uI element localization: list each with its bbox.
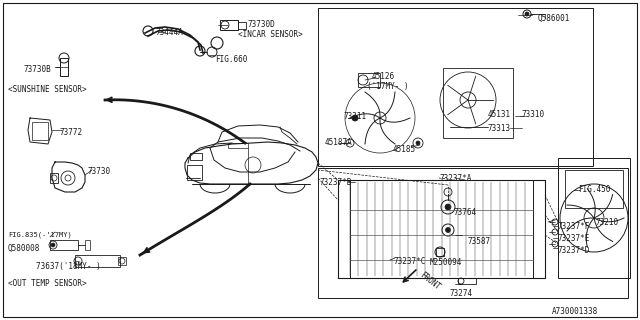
Text: 73274: 73274 bbox=[450, 289, 473, 298]
Text: FIG.450: FIG.450 bbox=[578, 185, 611, 194]
Text: 45187A: 45187A bbox=[325, 138, 353, 147]
Circle shape bbox=[445, 204, 451, 210]
Bar bbox=[318, 168, 628, 298]
Text: 45131: 45131 bbox=[488, 110, 511, 119]
Bar bbox=[75, 255, 120, 267]
Text: 73237*F: 73237*F bbox=[558, 222, 590, 231]
Text: 73313: 73313 bbox=[488, 124, 511, 133]
Bar bbox=[458, 278, 476, 284]
Text: 73587: 73587 bbox=[468, 237, 491, 246]
Bar bbox=[187, 165, 202, 180]
Bar bbox=[318, 8, 593, 166]
Text: 73444A: 73444A bbox=[155, 28, 183, 37]
Circle shape bbox=[445, 228, 451, 233]
Text: 73730B: 73730B bbox=[23, 65, 51, 74]
Bar bbox=[238, 22, 246, 29]
Bar bbox=[565, 170, 623, 208]
Text: 45126: 45126 bbox=[372, 72, 395, 81]
Text: <SUNSHINE SENSOR>: <SUNSHINE SENSOR> bbox=[8, 85, 86, 94]
Text: 73237*E: 73237*E bbox=[558, 234, 590, 243]
Bar bbox=[32, 122, 48, 140]
Bar bbox=[50, 173, 58, 183]
Text: FIG.660: FIG.660 bbox=[215, 55, 248, 64]
Text: <INCAR SENSOR>: <INCAR SENSOR> bbox=[238, 30, 303, 39]
Text: 73210: 73210 bbox=[596, 218, 619, 227]
Text: 73637('18MY- ): 73637('18MY- ) bbox=[36, 262, 100, 271]
Bar bbox=[50, 240, 78, 250]
Text: 73237*A: 73237*A bbox=[440, 174, 472, 183]
Bar bbox=[533, 180, 545, 278]
Bar bbox=[558, 158, 630, 278]
Text: FIG.835(-'17MY): FIG.835(-'17MY) bbox=[8, 232, 72, 238]
Text: 73764: 73764 bbox=[453, 208, 476, 217]
Text: Q580008: Q580008 bbox=[8, 244, 40, 253]
Bar bbox=[338, 180, 545, 278]
Circle shape bbox=[525, 12, 529, 16]
Circle shape bbox=[416, 141, 420, 145]
Bar bbox=[85, 240, 90, 250]
Circle shape bbox=[352, 115, 358, 121]
Text: 73772: 73772 bbox=[60, 128, 83, 137]
Text: 73310: 73310 bbox=[521, 110, 544, 119]
Bar bbox=[436, 248, 444, 256]
Bar bbox=[60, 58, 68, 76]
Text: FRONT: FRONT bbox=[418, 270, 442, 291]
Circle shape bbox=[51, 243, 55, 247]
Bar bbox=[228, 143, 248, 148]
Text: 45185: 45185 bbox=[393, 145, 416, 154]
Bar bbox=[338, 180, 350, 278]
Bar bbox=[358, 73, 380, 87]
Text: 73311: 73311 bbox=[343, 112, 366, 121]
Text: 73730D: 73730D bbox=[248, 20, 276, 29]
Text: Q586001: Q586001 bbox=[538, 14, 570, 23]
Text: 73237*D: 73237*D bbox=[558, 246, 590, 255]
Bar bbox=[220, 20, 238, 30]
Text: 73237*B: 73237*B bbox=[320, 178, 353, 187]
Text: 73237*C: 73237*C bbox=[393, 257, 426, 266]
Text: <OUT TEMP SENSOR>: <OUT TEMP SENSOR> bbox=[8, 279, 86, 288]
Text: 73730: 73730 bbox=[88, 167, 111, 176]
Text: M250094: M250094 bbox=[430, 258, 462, 267]
Bar bbox=[443, 68, 513, 138]
Bar bbox=[118, 257, 126, 265]
Bar bbox=[190, 153, 202, 160]
Text: A730001338: A730001338 bbox=[552, 307, 598, 316]
Text: ('17MY- ): ('17MY- ) bbox=[367, 82, 408, 91]
